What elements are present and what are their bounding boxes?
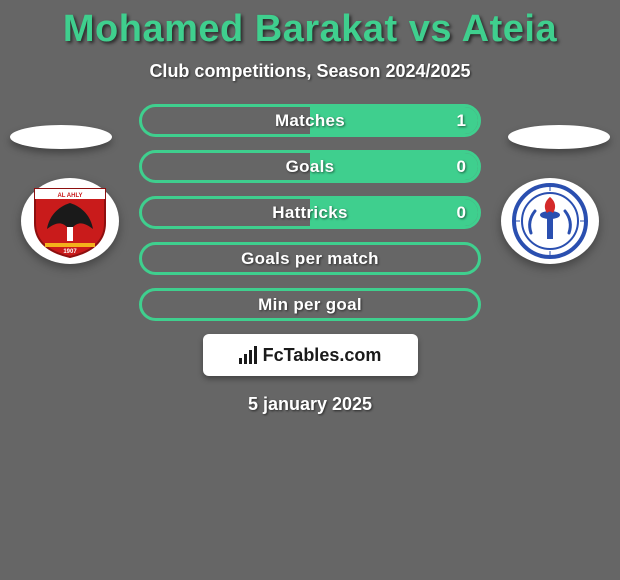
- stat-label: Hattricks: [272, 203, 347, 223]
- player-left-placeholder: [10, 125, 112, 149]
- stat-value-right: 1: [457, 111, 466, 131]
- stat-value-right: 0: [457, 203, 466, 223]
- stat-label: Matches: [275, 111, 345, 131]
- club-badge-left: AL AHLY 1907: [21, 178, 119, 264]
- club-badge-right: [501, 178, 599, 264]
- stat-row: Min per goal: [139, 288, 481, 321]
- bar-chart-icon: [239, 346, 257, 364]
- player-right-placeholder: [508, 125, 610, 149]
- stat-row: Goals per match: [139, 242, 481, 275]
- svg-text:AL AHLY: AL AHLY: [57, 193, 82, 199]
- stat-label: Min per goal: [258, 295, 362, 315]
- stat-fill-right: [310, 153, 478, 180]
- infographic-root: Mohamed Barakat vs Ateia Club competitio…: [0, 0, 620, 580]
- stat-row: Hattricks 0: [139, 196, 481, 229]
- subtitle: Club competitions, Season 2024/2025: [0, 61, 620, 82]
- source-chip: FcTables.com: [203, 334, 418, 376]
- smouha-crest-icon: [507, 183, 593, 259]
- stat-row: Goals 0: [139, 150, 481, 183]
- date-label: 5 january 2025: [0, 394, 620, 415]
- stat-row: Matches 1: [139, 104, 481, 137]
- stat-label: Goals per match: [241, 249, 379, 269]
- page-title: Mohamed Barakat vs Ateia: [0, 8, 620, 51]
- al-ahly-crest-icon: AL AHLY 1907: [27, 183, 113, 259]
- svg-text:1907: 1907: [63, 249, 77, 255]
- stats-container: Matches 1 Goals 0 Hattricks 0 Goals per match M…: [139, 104, 481, 321]
- stat-value-right: 0: [457, 157, 466, 177]
- source-label: FcTables.com: [263, 345, 382, 366]
- stat-label: Goals: [286, 157, 335, 177]
